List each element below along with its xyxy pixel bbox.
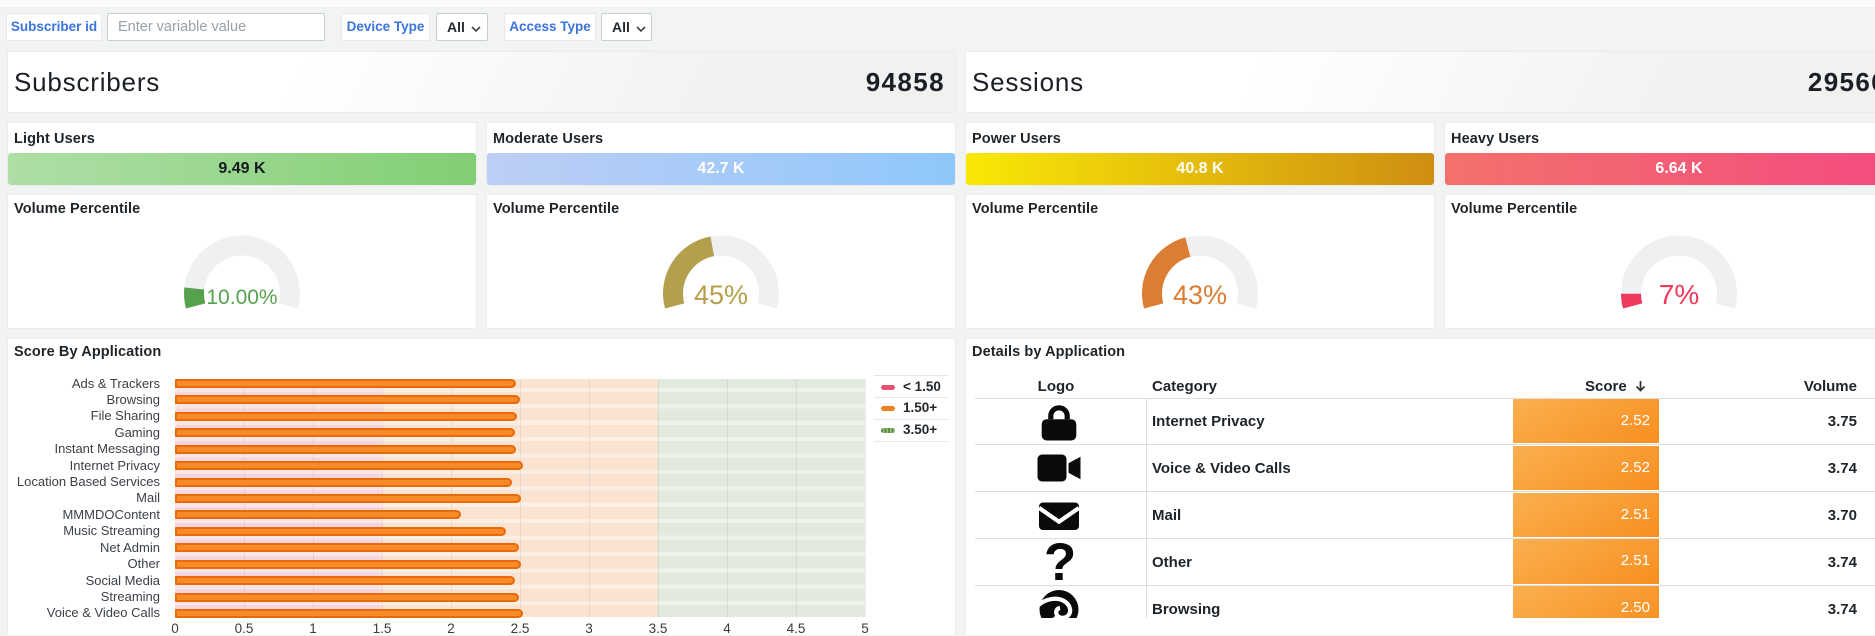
svg-text:?: ? [1044, 539, 1076, 589]
svg-text:45%: 45% [694, 280, 748, 310]
svg-text:43%: 43% [1173, 280, 1227, 310]
svg-text:10.00%: 10.00% [206, 286, 277, 309]
svg-text:7%: 7% [1659, 279, 1699, 310]
